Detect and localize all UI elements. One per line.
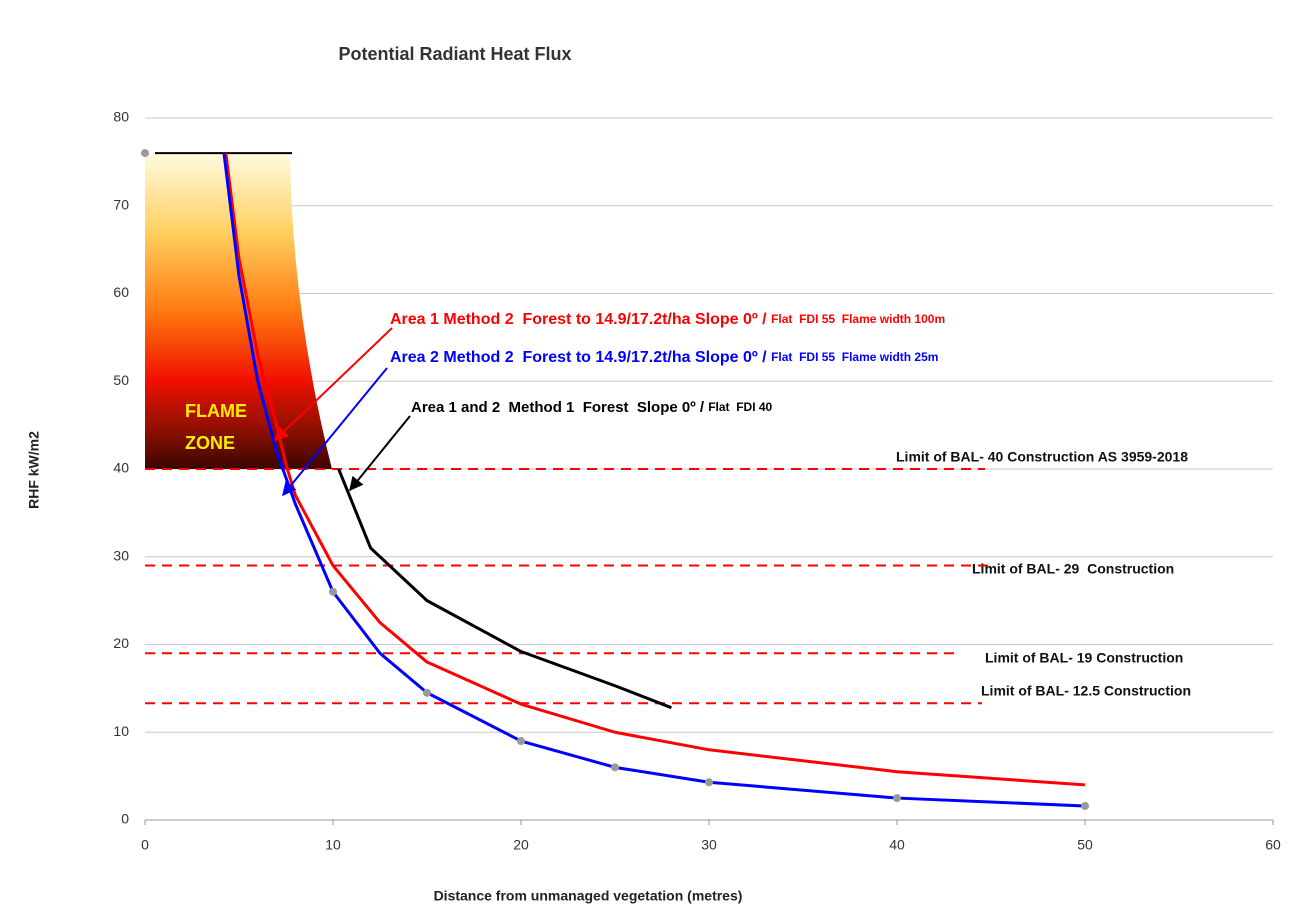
annotation: Area 1 Method 2 Forest to 14.9/17.2t/ha … (390, 311, 945, 328)
y-tick-label: 70 (113, 196, 129, 212)
annotation-text: Area 1 and 2 Method 1 Forest Slope 0º / (411, 399, 708, 416)
x-tick-label: 40 (889, 837, 905, 853)
data-point (705, 778, 713, 787)
data-point (423, 688, 431, 697)
data-point (141, 149, 149, 158)
y-tick-label: 40 (113, 460, 129, 476)
reference-label: Limit of BAL- 29 Construction (972, 561, 1174, 577)
y-tick-label: 20 (113, 635, 129, 651)
data-point (329, 587, 337, 596)
x-tick-label: 0 (141, 837, 149, 853)
x-tick-label: 20 (513, 837, 529, 853)
annotation-text: Area 1 Method 2 Forest to 14.9/17.2t/ha … (390, 311, 771, 328)
x-tick-label: 60 (1265, 837, 1281, 853)
annotation-detail: Flat FDI 55 Flame width 25m (771, 350, 938, 364)
series-line (224, 152, 1086, 787)
annotation-arrow (273, 327, 393, 441)
data-point (893, 794, 901, 803)
annotation-text: Area 2 Method 2 Forest to 14.9/17.2t/ha … (390, 349, 771, 366)
series-line (337, 468, 672, 710)
y-axis-label: RHF kW/m2 (26, 431, 42, 509)
y-tick-label: 30 (113, 547, 129, 563)
annotation-detail: Flat FDI 40 (708, 400, 772, 414)
x-tick-label: 10 (325, 837, 341, 853)
data-point (611, 763, 619, 772)
annotation: Area 1 and 2 Method 1 Forest Slope 0º / … (411, 399, 773, 416)
flame-label: FLAME (185, 401, 247, 421)
data-point (517, 737, 525, 746)
flame-label: ZONE (185, 433, 235, 453)
y-tick-label: 0 (121, 811, 129, 827)
x-axis-label: Distance from unmanaged vegetation (metr… (434, 888, 743, 904)
y-tick-label: 60 (113, 284, 129, 300)
x-tick-label: 50 (1077, 837, 1093, 853)
y-tick-label: 10 (113, 723, 129, 739)
chart-title: Potential Radiant Heat Flux (338, 44, 571, 64)
annotation-arrow (349, 415, 411, 492)
annotation: Area 2 Method 2 Forest to 14.9/17.2t/ha … (390, 349, 938, 366)
reference-label: Limit of BAL- 40 Construction AS 3959-20… (896, 449, 1188, 465)
reference-label: Limit of BAL- 12.5 Construction (981, 683, 1191, 699)
annotation-arrow (282, 367, 388, 497)
annotation-detail: Flat FDI 55 Flame width 100m (771, 312, 945, 326)
flame-zone (145, 153, 332, 469)
y-tick-label: 50 (113, 372, 129, 388)
y-tick-label: 80 (113, 109, 129, 125)
reference-label: Limit of BAL- 19 Construction (985, 650, 1183, 666)
data-point (1081, 801, 1089, 810)
x-tick-label: 30 (701, 837, 717, 853)
